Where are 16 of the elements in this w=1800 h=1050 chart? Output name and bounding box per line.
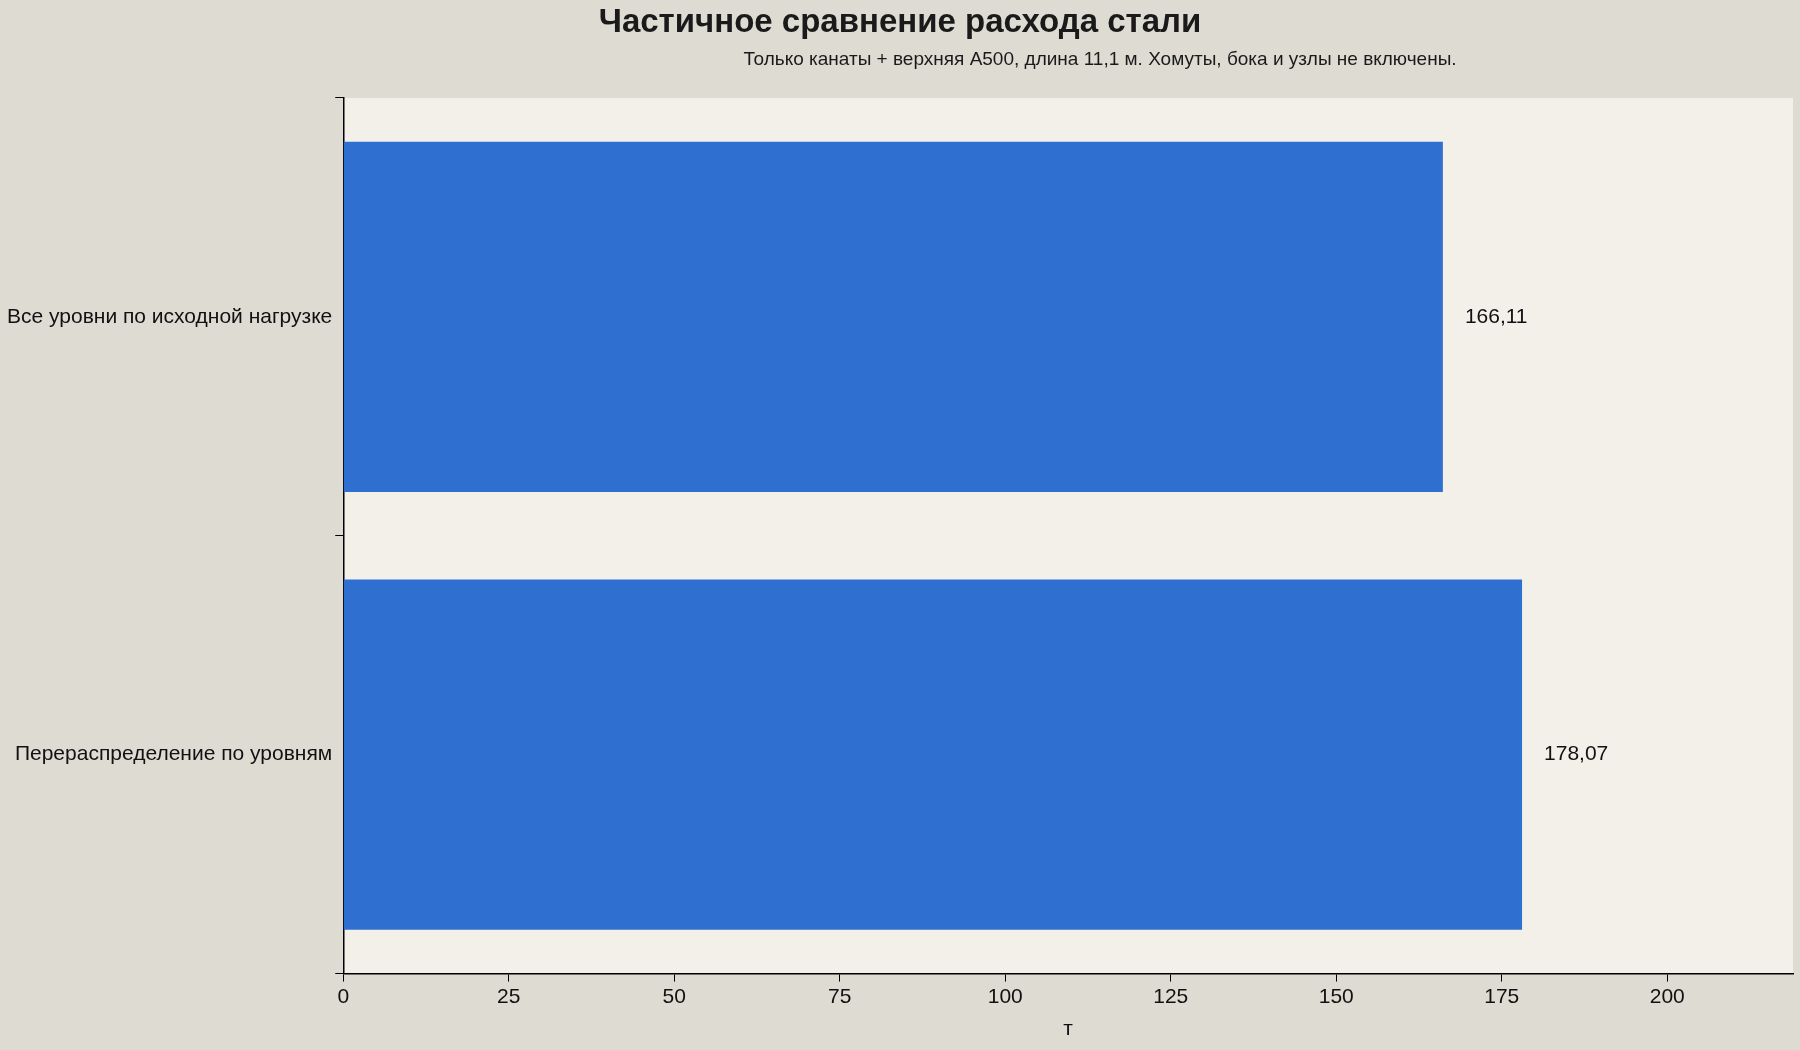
x-tick-label: 150	[1318, 984, 1354, 1007]
x-tick-label: 25	[497, 984, 521, 1007]
chart-title: Частичное сравнение расхода стали	[597, 2, 1203, 40]
x-tick-label: 50	[662, 984, 686, 1007]
y-tick-label: Перераспределение по уровням	[14, 741, 333, 765]
x-tick-label: 125	[1153, 984, 1189, 1007]
x-tick-label: 75	[828, 984, 852, 1007]
chart-subtitle: Только канаты + верхняя A500, длина 11,1 м. Хомуты, бока и узлы не включены.	[742, 48, 1458, 70]
x-tick-label: 100	[987, 984, 1023, 1007]
x-axis-title: т	[1063, 1016, 1074, 1040]
x-tick-label: 0	[337, 984, 350, 1007]
y-tick-label: Все уровни по исходной нагрузке	[7, 303, 333, 327]
x-tick-label: 200	[1649, 984, 1685, 1007]
data-label: 166,11	[1464, 303, 1528, 327]
x-tick-label: 175	[1484, 984, 1520, 1007]
data-label: 178,07	[1544, 741, 1609, 765]
